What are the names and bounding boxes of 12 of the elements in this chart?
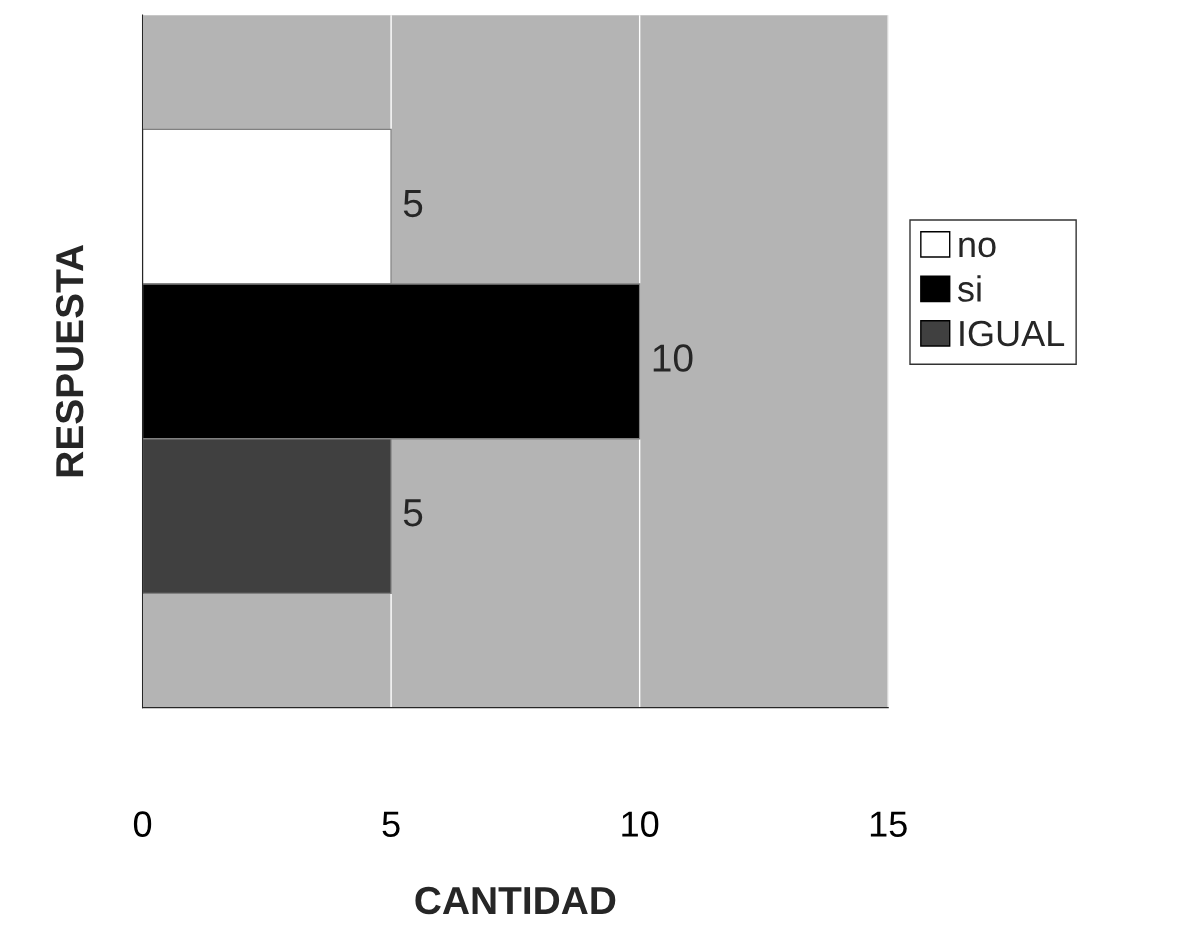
legend-label: IGUAL xyxy=(960,320,1065,347)
legend-label: no xyxy=(959,237,996,258)
y-axis-title: RESPUESTA xyxy=(55,244,84,477)
x-tick-label: 15 xyxy=(870,811,907,837)
data-label: 5 xyxy=(403,190,423,218)
data-label: 10 xyxy=(653,344,693,372)
x-tick-label: 0 xyxy=(133,811,152,837)
x-tick-label: 5 xyxy=(382,811,400,837)
legend-label: si xyxy=(957,275,981,302)
data-label: 5 xyxy=(403,499,423,527)
x-tick-label: 10 xyxy=(622,811,659,837)
x-axis-title: CANTIDAD xyxy=(415,886,616,915)
